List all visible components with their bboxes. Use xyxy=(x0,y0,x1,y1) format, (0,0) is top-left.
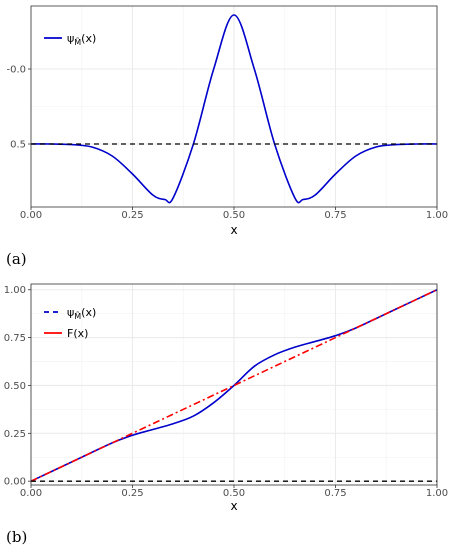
y-tick-label: -0.0 xyxy=(6,65,26,76)
panel-a: 0.00 0.25 0.50 0.75 1.00 -0.0 0.5 x ψM̃(x) xyxy=(6,5,448,237)
legend-series-name: F xyxy=(67,327,73,340)
x-tick-label: 0.25 xyxy=(121,488,143,499)
legend-suffix: (x) xyxy=(81,306,96,319)
x-tick-label: 0.75 xyxy=(324,488,346,499)
y-tick-label: 0.5 xyxy=(10,140,26,151)
legend-series-name: ψ xyxy=(67,306,74,319)
legend-label: ψM̃(x) xyxy=(67,306,96,321)
legend-subscript: M̃ xyxy=(74,37,81,47)
y-tick-label: 0.25 xyxy=(4,429,26,440)
panel-b-label: (b) xyxy=(6,528,28,546)
x-tick-label: 0.50 xyxy=(223,488,245,499)
legend-subscript: M̃ xyxy=(74,311,81,321)
plot-border xyxy=(30,5,438,208)
plot-border xyxy=(30,283,438,486)
x-tick-label: 0.50 xyxy=(223,210,245,221)
y-tick-label: 0.00 xyxy=(4,477,26,488)
panel-a-label: (a) xyxy=(6,250,27,268)
y-tick-label: 0.75 xyxy=(4,333,26,344)
x-axis-label: x xyxy=(230,499,237,513)
x-tick-label: 0.00 xyxy=(20,210,42,221)
series-line-psi xyxy=(30,14,438,204)
y-tick-label: 1.00 xyxy=(4,285,26,296)
x-tick-label: 0.75 xyxy=(324,210,346,221)
legend-suffix: (x) xyxy=(73,327,88,340)
x-tick-label: 0.00 xyxy=(20,488,42,499)
panel-b: 0.00 0.25 0.50 0.75 1.00 1.00 0.75 0.50 0.25 0.00… xyxy=(4,283,448,513)
legend-series-name: ψ xyxy=(67,32,74,45)
legend-label: F(x) xyxy=(67,327,88,340)
y-tick-label: 0.50 xyxy=(4,381,26,392)
x-axis-label: x xyxy=(230,223,237,237)
x-tick-label: 1.00 xyxy=(426,210,448,221)
x-tick-label: 1.00 xyxy=(426,488,448,499)
series-line-psi xyxy=(30,289,438,482)
legend-label: ψM̃(x) xyxy=(67,32,96,47)
legend-suffix: (x) xyxy=(81,32,96,45)
x-tick-label: 0.25 xyxy=(121,210,143,221)
